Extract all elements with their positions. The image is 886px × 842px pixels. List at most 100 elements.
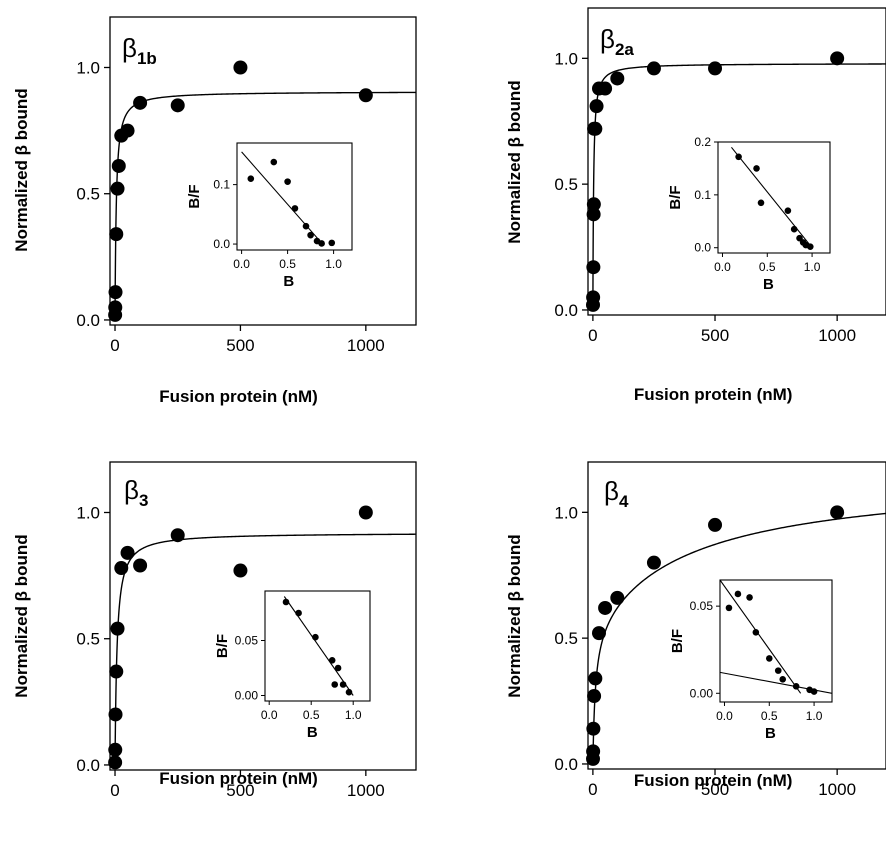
inset-y-tick-label: 0.1 bbox=[694, 188, 711, 202]
fit-curve bbox=[114, 533, 416, 765]
data-point bbox=[708, 61, 723, 76]
data-point bbox=[586, 260, 601, 275]
inset-data-point bbox=[312, 633, 319, 641]
data-point bbox=[108, 755, 123, 770]
data-point bbox=[111, 158, 126, 173]
data-point bbox=[114, 561, 129, 576]
panel-1: 0 500 1000 0.0 0.5 1.0 Fusion protein (nM) Norm… bbox=[12, 16, 417, 406]
inset-x-tick-label: 0.5 bbox=[759, 260, 776, 274]
inset-x-tick-label: 0.5 bbox=[303, 708, 320, 722]
panel-2: 0 500 1000 0.0 0.5 1.0 Fusion protein (nM) Norm… bbox=[505, 7, 886, 404]
panel-4: 0 500 1000 0.0 0.5 1.0 Fusion protein (nM) Norm… bbox=[505, 461, 886, 799]
inset-data-point bbox=[345, 688, 353, 696]
data-point bbox=[233, 563, 248, 578]
data-point bbox=[588, 671, 603, 686]
inset-data-point bbox=[806, 243, 814, 250]
fit-curve bbox=[592, 63, 886, 310]
inset-y-tick-label: 0.00 bbox=[235, 689, 259, 703]
data-point bbox=[233, 60, 248, 75]
inset-data-point bbox=[734, 590, 742, 598]
inset-data-point bbox=[790, 225, 798, 233]
inset-data-point bbox=[810, 688, 818, 695]
x-tick-label: 1000 bbox=[818, 780, 856, 799]
data-point bbox=[133, 95, 148, 110]
y-tick-label: 1.0 bbox=[554, 49, 578, 68]
inset-frame bbox=[717, 141, 831, 254]
inset-scatchard: 0.0 0.5 1.0 0.0 0.1 B B/F bbox=[186, 142, 353, 290]
data-point bbox=[358, 88, 373, 103]
data-point bbox=[591, 626, 606, 641]
panel-label: β3 bbox=[124, 475, 148, 510]
inset-x-tick-label: 0.0 bbox=[233, 257, 250, 271]
y-axis-title: Normalized β bound bbox=[12, 534, 31, 697]
inset-x-axis-title: B bbox=[283, 273, 294, 290]
x-tick-label: 500 bbox=[701, 780, 729, 799]
y-axis-title: Normalized β bound bbox=[505, 534, 524, 697]
y-tick-label: 0.5 bbox=[554, 629, 578, 648]
panel-label-subscript: 3 bbox=[139, 491, 148, 510]
y-tick-label: 0.5 bbox=[76, 185, 100, 204]
y-tick-label: 0.5 bbox=[554, 175, 578, 194]
data-point bbox=[708, 517, 723, 532]
data-point bbox=[109, 664, 124, 679]
inset-data-point bbox=[753, 165, 760, 172]
panel-label: β4 bbox=[604, 476, 629, 511]
panel-label-subscript: 1b bbox=[137, 49, 157, 68]
inset-frame bbox=[719, 579, 833, 703]
data-point bbox=[110, 621, 125, 636]
y-tick-label: 1.0 bbox=[76, 58, 100, 77]
x-tick-label: 0 bbox=[110, 336, 119, 355]
inset-x-axis-title: B bbox=[307, 724, 318, 741]
inset-fit-line bbox=[731, 146, 813, 249]
x-tick-label: 1000 bbox=[347, 336, 385, 355]
inset-x-tick-label: 0.5 bbox=[761, 709, 778, 723]
x-tick-label: 1000 bbox=[818, 326, 856, 345]
data-point bbox=[610, 590, 625, 605]
inset-data-point bbox=[284, 178, 291, 185]
inset-x-tick-label: 0.0 bbox=[714, 260, 731, 274]
inset-scatchard: 0.0 0.5 1.0 0.0 0.1 0.2 B B/F bbox=[667, 135, 831, 293]
inset-data-point bbox=[328, 657, 336, 664]
inset-y-tick-label: 0.05 bbox=[235, 634, 259, 648]
data-point bbox=[108, 742, 123, 757]
data-point bbox=[170, 528, 185, 543]
inset-y-tick-label: 0.0 bbox=[213, 237, 230, 251]
x-tick-label: 500 bbox=[226, 336, 254, 355]
inset-x-axis-title: B bbox=[765, 725, 776, 742]
inset-data-point bbox=[765, 655, 773, 662]
fit-curve bbox=[592, 512, 886, 764]
data-point bbox=[587, 689, 602, 704]
data-point bbox=[586, 197, 601, 212]
inset-x-tick-label: 1.0 bbox=[806, 709, 823, 723]
data-point bbox=[108, 300, 123, 315]
inset-data-point bbox=[247, 175, 255, 182]
inset-data-point bbox=[779, 676, 787, 683]
inset-data-point bbox=[757, 199, 765, 207]
data-point bbox=[588, 121, 603, 136]
plot-frame bbox=[587, 461, 886, 770]
inset-data-point bbox=[746, 594, 753, 601]
inset-y-tick-label: 0.0 bbox=[694, 241, 711, 255]
data-point bbox=[646, 555, 661, 570]
inset-y-axis-title: B/F bbox=[214, 634, 231, 658]
data-point bbox=[830, 505, 845, 520]
inset-data-point bbox=[270, 158, 278, 166]
inset-frame bbox=[236, 142, 353, 251]
panel-3: 0 500 1000 0.0 0.5 1.0 Fusion protein (nM) Norm… bbox=[12, 461, 417, 800]
inset-scatchard: 0.0 0.5 1.0 0.00 0.05 B B/F bbox=[669, 579, 833, 742]
inset-data-point bbox=[328, 239, 336, 247]
inset-scatchard: 0.0 0.5 1.0 0.00 0.05 B B/F bbox=[214, 590, 371, 741]
inset-y-tick-label: 0.2 bbox=[694, 135, 711, 149]
x-tick-label: 0 bbox=[588, 326, 597, 345]
data-point bbox=[109, 227, 124, 242]
inset-y-axis-title: B/F bbox=[667, 185, 684, 209]
y-tick-label: 1.0 bbox=[76, 503, 100, 522]
y-axis-title: Normalized β bound bbox=[12, 88, 31, 251]
panel-label-subscript: 2a bbox=[615, 40, 634, 59]
x-tick-label: 0 bbox=[110, 781, 119, 800]
inset-data-point bbox=[302, 222, 310, 230]
inset-data-point bbox=[774, 667, 782, 674]
panel-label-subscript: 4 bbox=[619, 492, 629, 511]
data-point bbox=[586, 290, 601, 305]
y-tick-label: 0.0 bbox=[76, 311, 100, 330]
